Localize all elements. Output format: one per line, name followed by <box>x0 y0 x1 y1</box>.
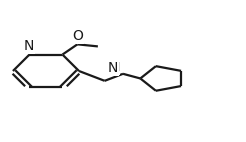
Text: N: N <box>108 61 118 75</box>
Text: N: N <box>24 39 34 53</box>
Text: O: O <box>72 29 83 43</box>
Text: H: H <box>110 61 120 74</box>
